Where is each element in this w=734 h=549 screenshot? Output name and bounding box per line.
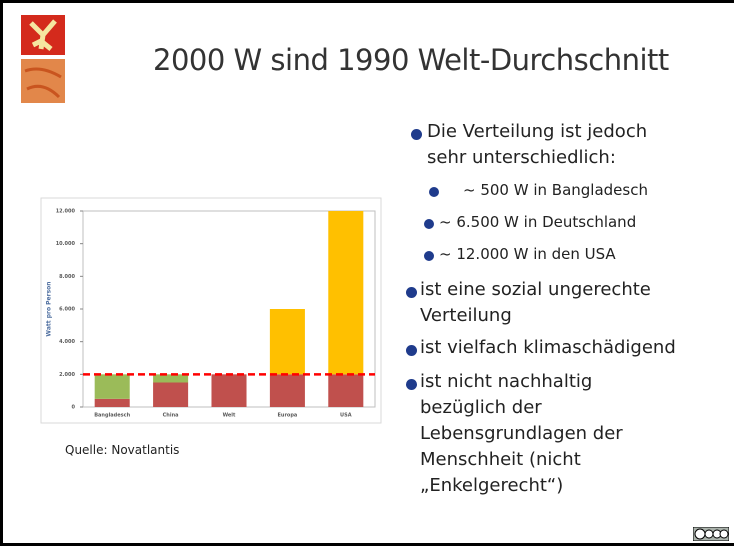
bullet-text: bezüglich der <box>420 397 542 418</box>
sub-bullet-text: ~ 12.000 W in den USA <box>439 245 616 263</box>
x-tick-label: China <box>163 413 179 419</box>
bar-segment <box>328 211 363 374</box>
bullet-dot <box>406 287 417 298</box>
x-tick-label: Europa <box>277 413 297 419</box>
bar-segment <box>95 374 130 399</box>
bar-segment <box>328 374 363 407</box>
x-tick-label: Bangladesch <box>94 413 130 419</box>
y-tick-label: 8.000 <box>59 274 75 280</box>
body: 2000 W sind 1990 Welt-Durchschnitt Watt … <box>0 0 734 546</box>
sub-bullet-dot <box>429 187 439 197</box>
bullet-text: ist eine sozial ungerechte <box>420 279 651 300</box>
y-tick-label: 10.000 <box>56 241 76 247</box>
x-tick-label: Welt <box>223 413 236 419</box>
y-tick-label: 6.000 <box>59 307 75 313</box>
bar-segment <box>270 309 305 374</box>
y-tick-label: 12.000 <box>56 209 76 215</box>
bullet-text: „Enkelgerecht“) <box>420 475 563 496</box>
cc-badge <box>693 527 729 541</box>
sa-icon <box>720 530 728 538</box>
by-icon <box>705 530 713 538</box>
bullet-text: Menschheit (nicht <box>420 449 581 470</box>
bar-segment <box>211 374 246 407</box>
bullet-text: Lebensgrundlagen der <box>420 423 623 444</box>
source: Quelle: Novatlantis <box>65 443 179 457</box>
bullet-text: sehr unterschiedlich: <box>427 147 616 168</box>
sub-bullet-dot <box>424 219 434 229</box>
cc-icon <box>695 529 705 539</box>
x-tick-label: USA <box>340 413 352 419</box>
bar-segment <box>153 383 188 408</box>
y-tick-label: 0 <box>72 405 76 411</box>
sub-bullet-text: ~ 6.500 W in Deutschland <box>439 213 636 231</box>
bar-segment <box>270 374 305 407</box>
y-tick-label: 4.000 <box>59 339 75 345</box>
slide: 2000 W sind 1990 Welt-Durchschnitt Watt … <box>0 0 734 546</box>
bar-segment <box>95 399 130 407</box>
sub-bullet-text: ~ 500 W in Bangladesch <box>463 181 648 199</box>
bullet-text: Die Verteilung ist jedoch <box>427 121 647 142</box>
sub-bullet-dot <box>424 251 434 261</box>
y-tick-label: 2.000 <box>59 372 75 378</box>
page: {"title": "2000 W sind 1990 Welt-Durchsc… <box>0 0 734 546</box>
bullet-dot <box>411 129 422 140</box>
bullet-text: ist nicht nachhaltig <box>420 371 592 392</box>
y-axis-label: Watt pro Person <box>46 281 53 336</box>
bullet-dot <box>406 379 417 390</box>
bullet-dot <box>406 345 417 356</box>
chart: Watt pro Person 0 2.000 4.000 6.000 8.000 10.… <box>3 3 734 549</box>
bullet-text: ist vielfach klimaschädigend <box>420 337 676 358</box>
bullet-text: Verteilung <box>420 305 512 326</box>
